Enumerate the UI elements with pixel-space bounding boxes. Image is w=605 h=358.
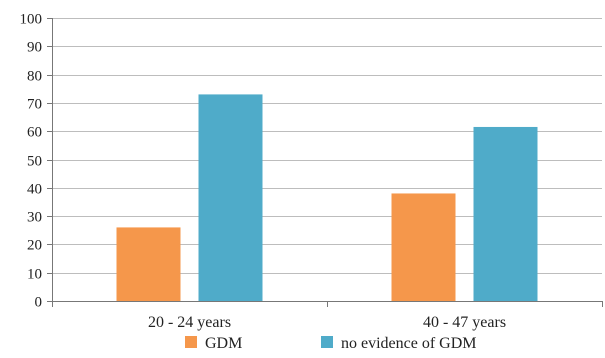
- legend-label: no evidence of GDM: [341, 335, 477, 352]
- axes: [52, 18, 603, 307]
- legend-swatch: [185, 336, 197, 348]
- x-category-label: 20 - 24 years: [148, 314, 231, 331]
- y-axis-ticks: 0 10 20 30 40 50 60 70 80 90 100: [20, 12, 52, 311]
- y-tick-label: 40: [27, 182, 42, 198]
- x-axis-labels: 20 - 24 years 40 - 47 years: [148, 314, 506, 331]
- y-tick-label: 0: [35, 295, 43, 311]
- legend-label: GDM: [205, 335, 242, 352]
- y-tick-label: 70: [27, 97, 42, 113]
- y-tick-label: 100: [20, 12, 43, 28]
- y-tick-label: 30: [27, 210, 42, 226]
- y-tick-label: 80: [27, 69, 42, 85]
- y-tick-label: 20: [27, 238, 42, 254]
- bar-gdm-2: [391, 193, 456, 301]
- y-tick-label: 10: [27, 267, 42, 283]
- x-category-label: 40 - 47 years: [423, 314, 506, 331]
- y-tick-label: 90: [27, 40, 42, 56]
- legend: GDM no evidence of GDM: [185, 335, 477, 352]
- y-tick-label: 60: [27, 125, 42, 141]
- bars: [116, 94, 538, 301]
- bar-gdm-1: [116, 227, 181, 301]
- legend-swatch: [321, 336, 333, 348]
- bar-no-evidence-gdm-1: [198, 94, 263, 301]
- bar-no-evidence-gdm-2: [473, 126, 538, 301]
- y-tick-label: 50: [27, 154, 42, 170]
